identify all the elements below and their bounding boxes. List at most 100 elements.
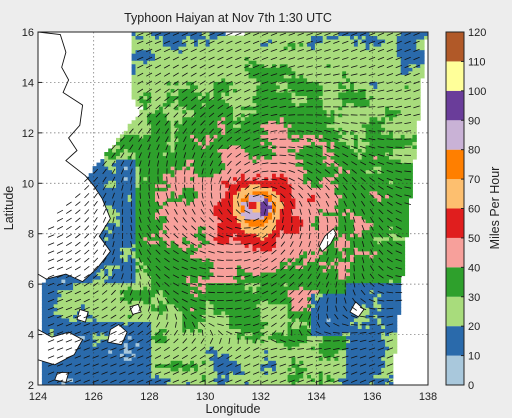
wind-cell [338,289,343,294]
wind-cell [240,328,246,333]
wind-cell [131,360,136,365]
wind-cell [385,360,390,365]
wind-cell [205,226,211,231]
wind-cell [112,257,117,262]
wind-cell [299,190,304,195]
wind-cell [318,335,324,340]
wind-cell [318,279,324,284]
wind-cell [197,215,203,220]
wind-cell [139,272,144,277]
wind-cell [361,321,367,326]
wind-cell [287,370,292,375]
wind-cell [236,360,242,365]
wind-cell [119,374,125,379]
wind-cell [377,233,382,238]
wind-cell [194,314,199,319]
wind-cell [365,363,370,368]
wind-cell [400,233,406,238]
wind-cell [252,254,257,259]
wind-cell [357,363,363,368]
wind-cell [264,268,269,273]
wind-cell [287,279,292,284]
wind-cell [131,229,136,234]
wind-cell [291,317,296,322]
wind-cell [190,353,195,358]
wind-cell [318,236,324,241]
wind-cell [178,204,183,209]
wind-cell [252,321,257,326]
wind-cell [84,279,90,284]
wind-cell [264,226,269,231]
wind-cell [96,332,101,337]
wind-cell [104,307,109,312]
wind-cell [73,321,78,326]
wind-cell [104,377,109,382]
wind-cell [369,367,374,372]
wind-cell [155,314,160,319]
wind-cell [233,328,238,333]
wind-cell [342,201,347,206]
wind-cell [256,257,261,262]
wind-cell [131,324,136,330]
wind-cell [88,300,94,305]
wind-cell [311,367,316,372]
wind-cell [80,346,86,351]
wind-cell [135,282,140,287]
wind-cell [279,296,285,301]
wind-cell [147,212,152,217]
wind-cell [116,370,121,375]
wind-cell [400,212,406,217]
wind-cell [96,303,101,308]
wind-cell [240,293,246,298]
wind-cell [104,197,109,202]
wind-cell [61,367,66,372]
wind-cell [174,268,179,273]
wind-cell [256,272,261,277]
wind-cell [291,335,296,340]
wind-cell [369,204,374,209]
wind-cell [318,240,324,245]
wind-cell [131,243,136,248]
wind-cell [353,243,359,248]
wind-cell [41,289,47,294]
wind-cell [275,219,281,224]
wind-cell [119,346,125,351]
wind-cell [112,243,117,248]
wind-cell [151,342,156,347]
wind-cell [244,300,250,305]
wind-cell [162,360,168,365]
wind-cell [96,370,101,375]
wind-cell [291,363,296,368]
wind-cell [170,300,175,305]
wind-cell [80,332,86,337]
wind-cell [264,204,269,209]
wind-cell [342,264,347,270]
wind-cell [151,293,156,298]
wind-cell [385,197,390,202]
wind-cell [116,272,121,277]
wind-cell [158,349,164,354]
wind-cell [279,226,285,231]
wind-cell [182,349,187,354]
wind-cell [108,356,113,361]
wind-cell [318,374,324,379]
wind-cell [291,257,296,262]
wind-cell [357,275,363,280]
wind-cell [314,197,320,202]
wind-cell [389,247,394,252]
wind-cell [225,240,230,245]
wind-cell [73,324,78,330]
wind-cell [155,367,160,372]
wind-cell [139,233,144,238]
wind-cell [295,219,300,224]
wind-cell [100,335,105,340]
wind-cell [400,194,406,199]
wind-cell [197,293,203,298]
wind-cell [392,264,398,270]
wind-cell [151,300,156,305]
wind-cell [49,332,55,337]
wind-cell [240,268,246,273]
wind-cell [53,275,58,280]
wind-cell [338,236,343,241]
wind-cell [170,215,175,220]
